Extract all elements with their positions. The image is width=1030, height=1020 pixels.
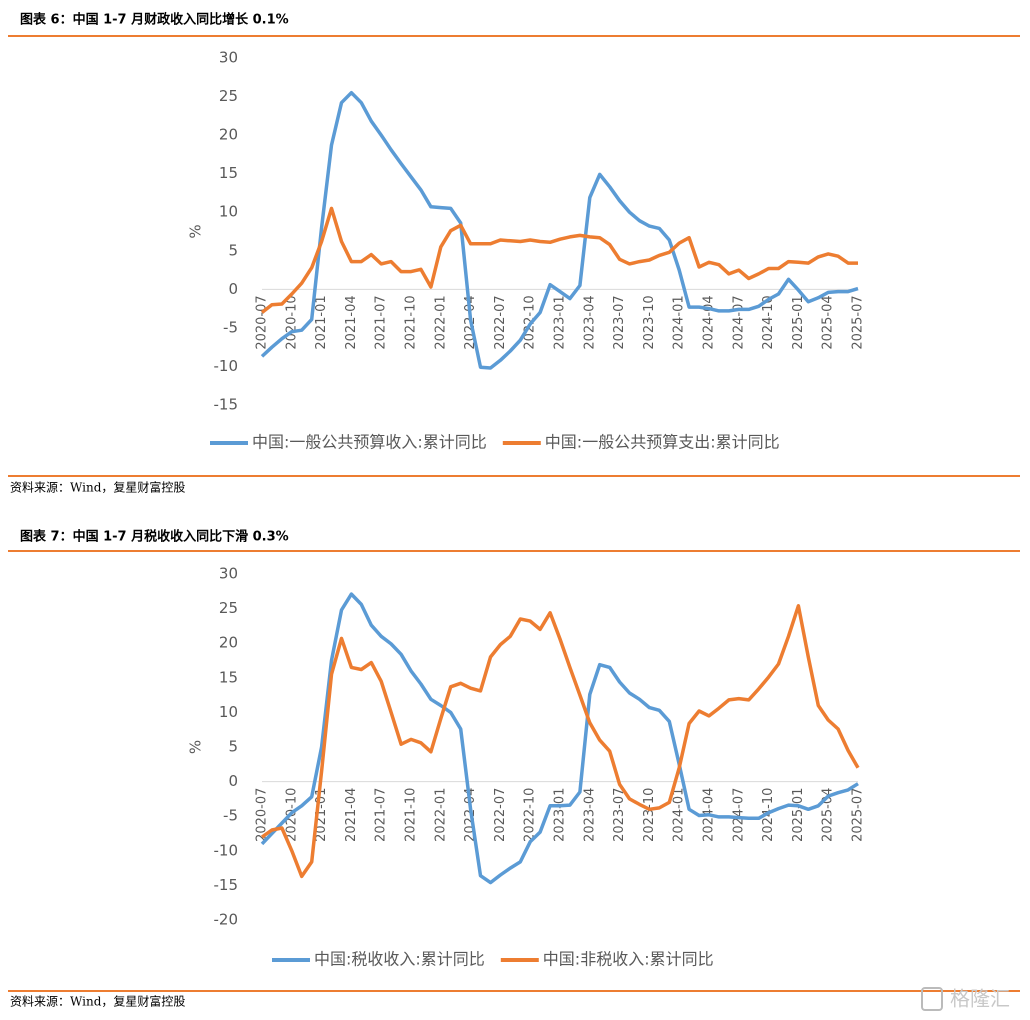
x-tick-label: 2022-07 <box>493 295 508 349</box>
y-tick-label: -5 <box>223 318 238 336</box>
y-tick-label: 30 <box>219 565 238 583</box>
y-tick-label: -15 <box>214 396 239 414</box>
x-tick-label: 2022-01 <box>433 788 448 842</box>
series-line <box>260 206 858 314</box>
y-tick-label: 30 <box>219 49 238 67</box>
y-tick-label: -5 <box>223 807 238 825</box>
x-tick-label: 2023-01 <box>553 295 568 349</box>
legend-label: 中国:一般公共预算支出:累计同比 <box>545 433 780 452</box>
x-tick-label: 2023-10 <box>642 788 657 842</box>
series-line <box>260 604 860 879</box>
y-tick-label: -10 <box>214 841 239 859</box>
source-note: 资料来源：Wind，复星财富控股 <box>10 480 185 495</box>
y-tick-label: 10 <box>219 703 238 721</box>
x-tick-label: 2023-04 <box>582 295 597 349</box>
x-tick-label: 2025-07 <box>851 788 866 842</box>
figure-title: 图表 6：中国 1-7 月财政收入同比增长 0.1% <box>20 12 289 28</box>
x-tick-label: 2022-10 <box>523 788 538 842</box>
x-tick-label: 2021-07 <box>374 788 389 842</box>
y-tick-label: 15 <box>219 164 238 182</box>
x-tick-label: 2025-01 <box>791 295 806 349</box>
x-tick-label: 2023-07 <box>612 788 627 842</box>
x-tick-label: 2022-01 <box>433 295 448 349</box>
x-tick-label: 2020-07 <box>255 788 270 842</box>
series-line <box>260 592 859 885</box>
x-tick-label: 2021-04 <box>344 788 359 842</box>
watermark-logo <box>921 987 943 1011</box>
legend-label: 中国:非税收入:累计同比 <box>543 950 714 969</box>
y-tick-label: -20 <box>214 911 239 929</box>
x-tick-label: 2023-01 <box>553 788 568 842</box>
x-tick-label: 2021-01 <box>314 295 329 349</box>
y-tick-label: 0 <box>228 772 238 790</box>
x-tick-label: 2025-04 <box>821 295 836 349</box>
legend-label: 中国:一般公共预算收入:累计同比 <box>252 433 487 452</box>
x-tick-label: 2025-01 <box>791 788 806 842</box>
x-tick-label: 2024-07 <box>731 295 746 349</box>
y-axis-label: % <box>187 740 205 754</box>
y-tick-label: 20 <box>219 634 238 652</box>
x-tick-label: 2024-01 <box>672 295 687 349</box>
x-tick-label: 2025-07 <box>851 295 866 349</box>
y-tick-label: 20 <box>219 126 238 144</box>
y-tick-label: 5 <box>228 738 238 756</box>
x-tick-label: 2020-10 <box>284 295 299 349</box>
y-tick-label: -15 <box>214 876 239 894</box>
y-tick-label: -10 <box>214 357 239 375</box>
y-tick-label: 25 <box>219 599 238 617</box>
series-line <box>260 90 859 370</box>
y-tick-label: 10 <box>219 203 238 221</box>
x-tick-label: 2024-10 <box>761 295 776 349</box>
x-tick-label: 2021-10 <box>404 788 419 842</box>
x-tick-label: 2023-10 <box>642 295 657 349</box>
x-tick-label: 2022-07 <box>493 788 508 842</box>
y-tick-label: 5 <box>228 241 238 259</box>
figure-title: 图表 7：中国 1-7 月税收收入同比下滑 0.3% <box>20 529 289 545</box>
x-tick-label: 2024-01 <box>672 788 687 842</box>
x-tick-label: 2024-07 <box>731 788 746 842</box>
legend-label: 中国:税收收入:累计同比 <box>314 950 485 969</box>
x-tick-label: 2020-07 <box>255 295 270 349</box>
x-tick-label: 2021-04 <box>344 295 359 349</box>
x-tick-label: 2023-07 <box>612 295 627 349</box>
x-tick-label: 2021-07 <box>374 295 389 349</box>
y-tick-label: 15 <box>219 668 238 686</box>
x-tick-label: 2024-04 <box>702 295 717 349</box>
x-tick-label: 2023-04 <box>582 788 597 842</box>
y-axis-label: % <box>187 224 205 238</box>
x-tick-label: 2021-10 <box>404 295 419 349</box>
x-tick-label: 2024-10 <box>761 788 776 842</box>
y-tick-label: 0 <box>228 280 238 298</box>
source-note: 资料来源：Wind，复星财富控股 <box>10 994 185 1009</box>
y-tick-label: 25 <box>219 87 238 105</box>
watermark: 格隆汇 <box>950 987 1010 1011</box>
